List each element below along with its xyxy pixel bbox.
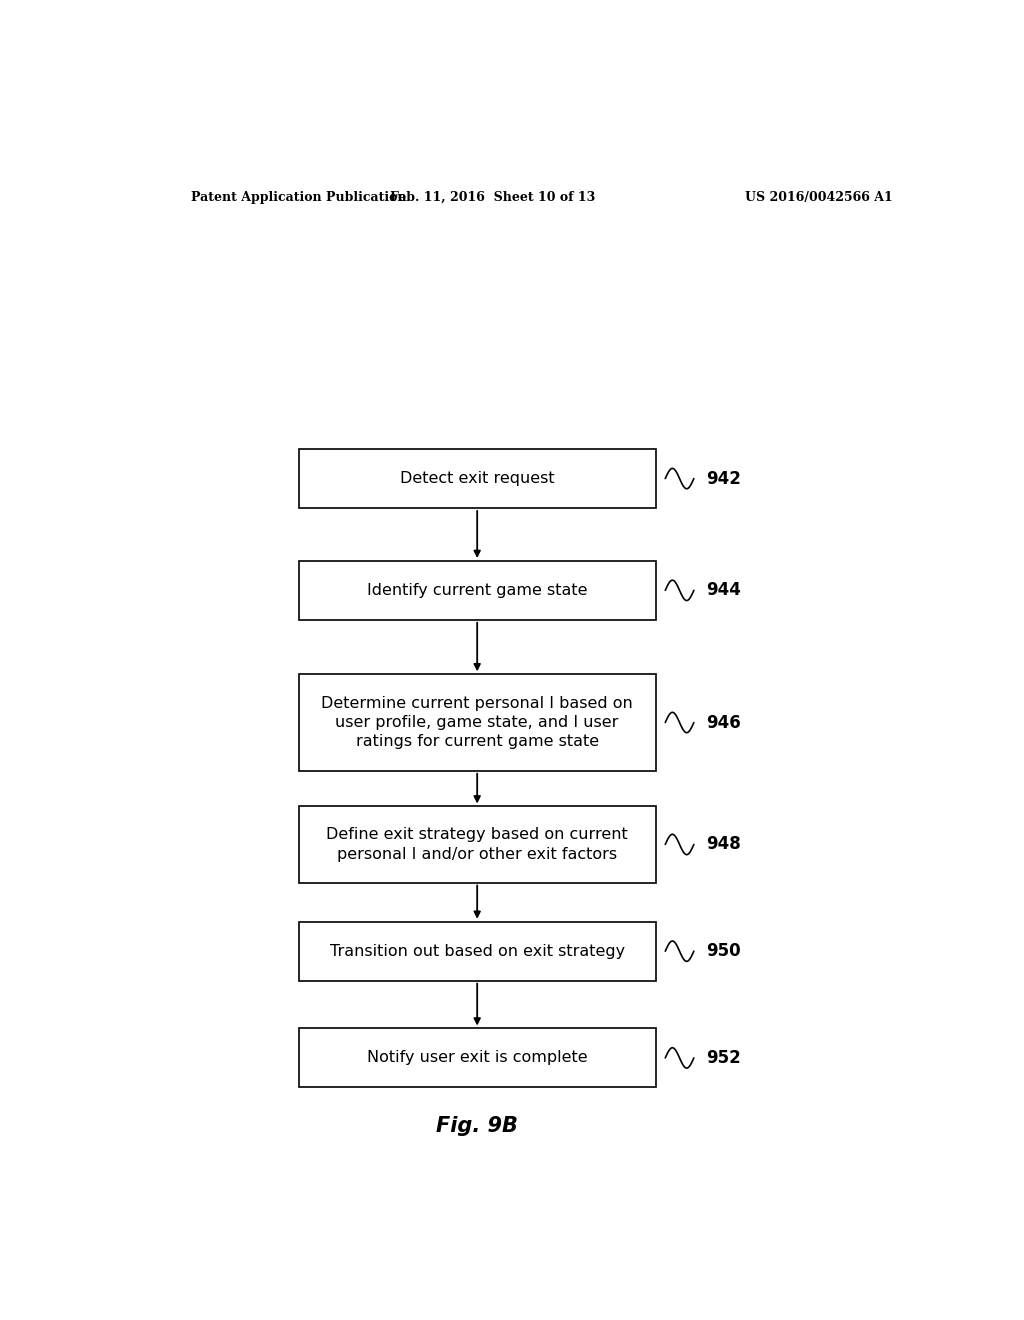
Text: 946: 946 (706, 714, 740, 731)
Text: Fig. 9B: Fig. 9B (436, 1115, 518, 1137)
Text: Patent Application Publication: Patent Application Publication (191, 190, 407, 203)
Text: 950: 950 (706, 942, 740, 960)
Text: US 2016/0042566 A1: US 2016/0042566 A1 (744, 190, 892, 203)
Text: Notify user exit is complete: Notify user exit is complete (367, 1051, 588, 1065)
Text: 948: 948 (706, 836, 740, 854)
FancyBboxPatch shape (299, 1028, 655, 1088)
Text: Transition out based on exit strategy: Transition out based on exit strategy (330, 944, 625, 958)
Text: 944: 944 (706, 581, 740, 599)
Text: 942: 942 (706, 470, 740, 487)
FancyBboxPatch shape (299, 807, 655, 883)
Text: 952: 952 (706, 1049, 740, 1067)
FancyBboxPatch shape (299, 921, 655, 981)
Text: Detect exit request: Detect exit request (399, 471, 555, 486)
Text: Identify current game state: Identify current game state (367, 583, 588, 598)
FancyBboxPatch shape (299, 561, 655, 620)
Text: Determine current personal I based on
user profile, game state, and I user
ratin: Determine current personal I based on us… (322, 696, 633, 750)
Text: Feb. 11, 2016  Sheet 10 of 13: Feb. 11, 2016 Sheet 10 of 13 (390, 190, 596, 203)
Text: Define exit strategy based on current
personal I and/or other exit factors: Define exit strategy based on current pe… (327, 828, 628, 862)
FancyBboxPatch shape (299, 449, 655, 508)
FancyBboxPatch shape (299, 675, 655, 771)
